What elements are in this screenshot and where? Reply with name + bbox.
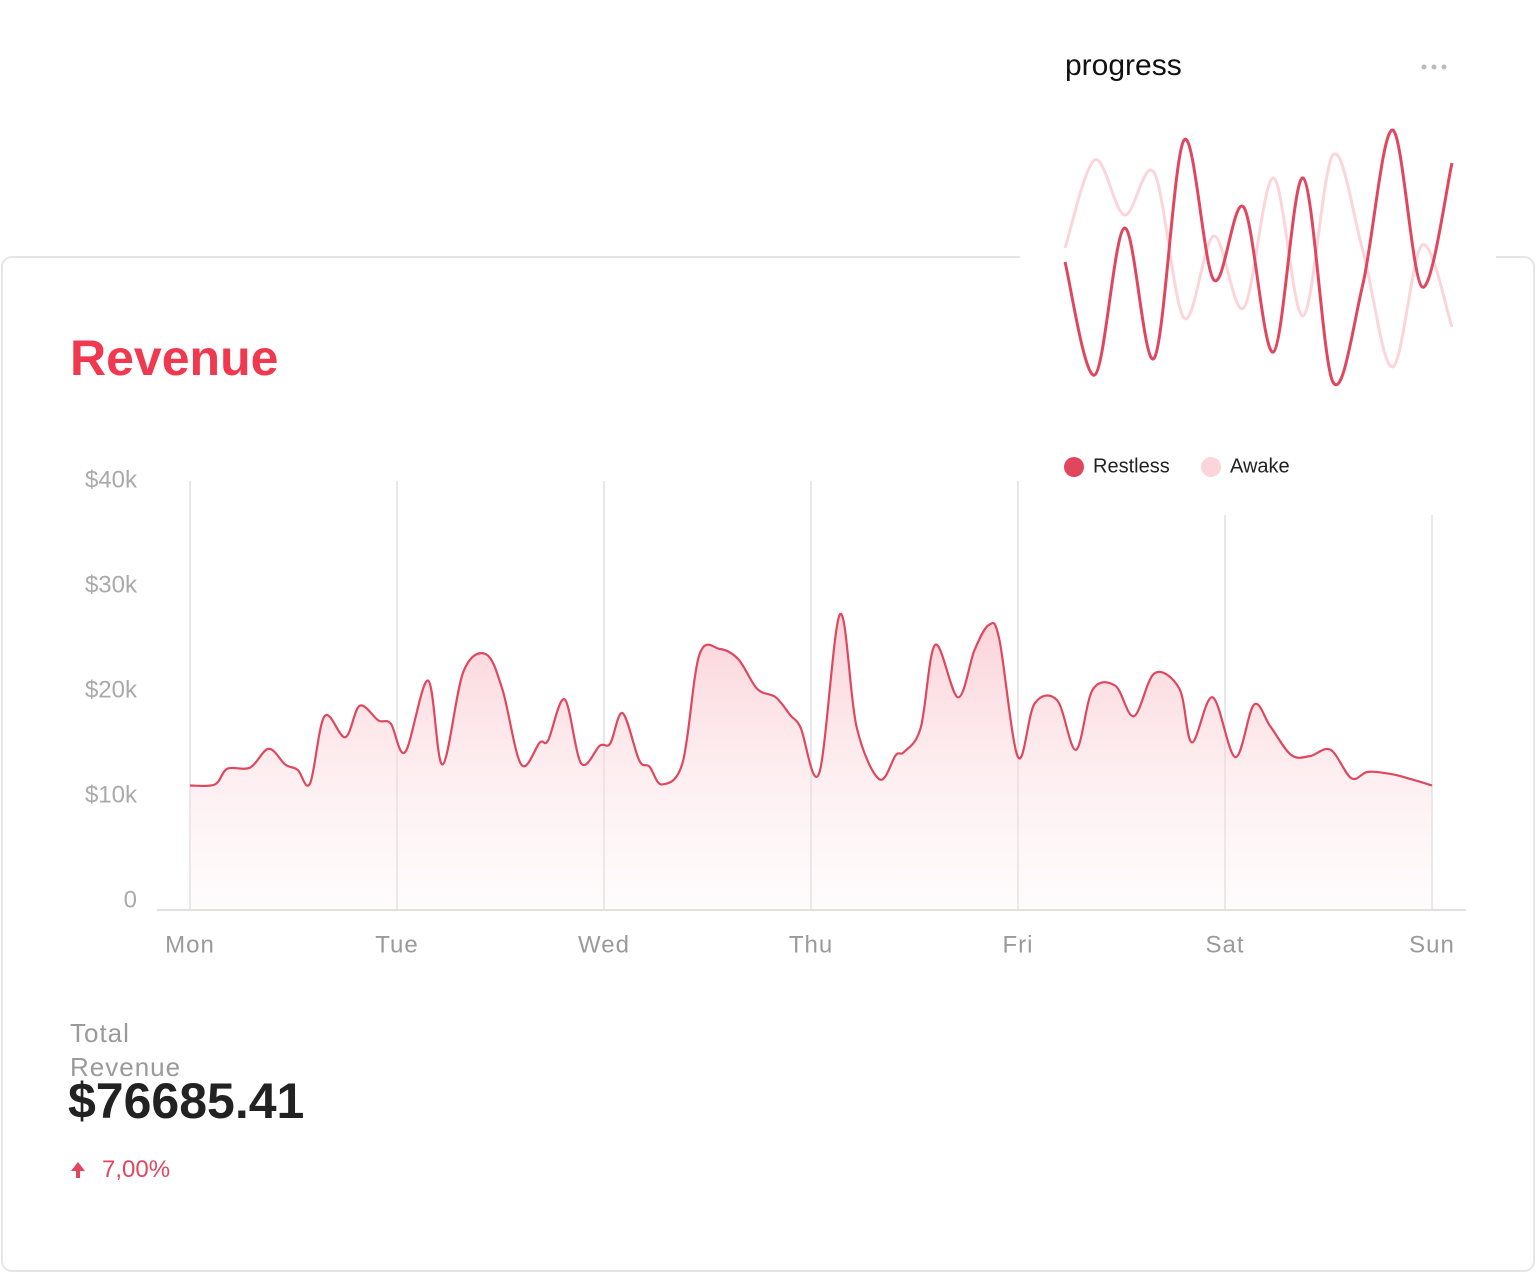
x-tick-label: Sat (1205, 931, 1244, 958)
progress-chart: Restless Awake (1063, 128, 1454, 477)
up-arrow (71, 1162, 85, 1178)
revenue-chart: 0 $10k $20k $30k $40k Mon Tue Wed Thu Fri Sat Sun (85, 466, 1466, 958)
total-value: $76685.41 (68, 1073, 305, 1129)
y-tick-label: $20k (85, 676, 138, 703)
y-tick-label: 0 (124, 886, 137, 913)
legend-swatch (1064, 457, 1084, 477)
x-tick-label: Tue (375, 931, 418, 958)
dot (1431, 64, 1437, 70)
total-label: Total Revenue (70, 1018, 182, 1082)
total-change: 7,00% (102, 1156, 171, 1183)
dot (1441, 64, 1447, 70)
series-line (1063, 152, 1454, 369)
x-tick-label: Sun (1409, 931, 1455, 958)
series-line (1063, 128, 1454, 387)
legend-label: Awake (1230, 455, 1290, 477)
legend-swatch (1201, 457, 1221, 477)
legend-label: Restless (1093, 455, 1170, 477)
y-tick-label: $10k (85, 781, 138, 808)
y-tick-label: $30k (85, 571, 138, 598)
chart-title: Revenue (70, 330, 278, 386)
y-tick-label: $40k (85, 466, 138, 493)
area-line (189, 613, 1433, 788)
x-tick-label: Wed (578, 931, 630, 958)
x-tick-label: Thu (789, 931, 833, 958)
area-fill (190, 613, 1432, 910)
x-tick-label: Mon (165, 931, 215, 958)
dot (1421, 64, 1427, 70)
x-tick-label: Fri (1003, 931, 1034, 958)
menu-dots[interactable] (1421, 64, 1447, 70)
progress-title: progress (1065, 49, 1182, 82)
